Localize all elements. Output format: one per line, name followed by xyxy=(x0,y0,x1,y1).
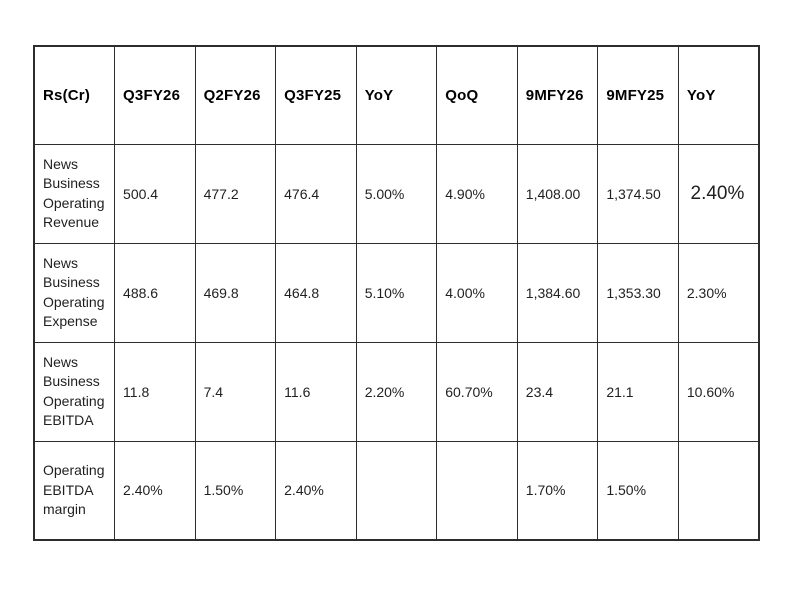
table-cell: 464.8 xyxy=(275,242,357,343)
table-cell: 488.6 xyxy=(114,242,196,343)
column-header-q3fy26: Q3FY26 xyxy=(114,45,196,145)
financial-results-table: Rs(Cr) Q3FY26 Q2FY26 Q3FY25 YoY QoQ 9MFY… xyxy=(33,45,760,541)
column-header-q2fy26: Q2FY26 xyxy=(194,45,277,145)
table-row-operating-ebitda: News Business Operating EBITDA 11.8 7.4 … xyxy=(33,341,760,442)
table-cell: 500.4 xyxy=(114,143,196,244)
table-cell: 23.4 xyxy=(516,341,599,442)
table-cell xyxy=(436,440,518,541)
table-row-operating-expense: News Business Operating Expense 488.6 46… xyxy=(33,242,760,343)
table-cell: 2.20% xyxy=(355,341,438,442)
table-cell: 2.40% xyxy=(275,440,357,541)
column-header-rs-cr: Rs(Cr) xyxy=(33,45,116,145)
column-header-yoy: YoY xyxy=(355,45,438,145)
row-label: News Business Operating Revenue xyxy=(33,143,116,244)
table-cell: 7.4 xyxy=(194,341,277,442)
row-label: Operating EBITDA margin xyxy=(33,440,116,541)
table-cell: 4.90% xyxy=(436,143,518,244)
table-cell: 5.00% xyxy=(355,143,438,244)
table-cell: 11.8 xyxy=(114,341,196,442)
table-cell: 1,353.30 xyxy=(597,242,679,343)
column-header-9mfy25: 9MFY25 xyxy=(597,45,679,145)
row-label: News Business Operating EBITDA xyxy=(33,341,116,442)
table-cell: 476.4 xyxy=(275,143,357,244)
column-header-qoq: QoQ xyxy=(436,45,518,145)
table-cell: 4.00% xyxy=(436,242,518,343)
table-cell: 469.8 xyxy=(194,242,277,343)
table-cell: 1.50% xyxy=(597,440,679,541)
table-cell: 5.10% xyxy=(355,242,438,343)
column-header-yoy-9m: YoY xyxy=(677,45,760,145)
table-cell: 11.6 xyxy=(275,341,357,442)
column-header-9mfy26: 9MFY26 xyxy=(516,45,599,145)
header-row: Rs(Cr) Q3FY26 Q2FY26 Q3FY25 YoY QoQ 9MFY… xyxy=(33,45,760,145)
row-label: News Business Operating Expense xyxy=(33,242,116,343)
table-cell: 2.30% xyxy=(677,242,760,343)
table-cell: 2.40% xyxy=(114,440,196,541)
table-cell: 1.50% xyxy=(194,440,277,541)
table-row-operating-revenue: News Business Operating Revenue 500.4 47… xyxy=(33,143,760,244)
table-cell: 10.60% xyxy=(677,341,760,442)
table-cell: 2.40% xyxy=(677,143,760,244)
table-row-ebitda-margin: Operating EBITDA margin 2.40% 1.50% 2.40… xyxy=(33,440,760,541)
table-cell xyxy=(677,440,760,541)
table-cell: 1,374.50 xyxy=(597,143,679,244)
table-cell: 1,384.60 xyxy=(516,242,599,343)
table-cell: 1,408.00 xyxy=(516,143,599,244)
table-cell: 1.70% xyxy=(516,440,599,541)
column-header-q3fy25: Q3FY25 xyxy=(275,45,357,145)
table-cell: 477.2 xyxy=(194,143,277,244)
table-cell: 21.1 xyxy=(597,341,679,442)
table-cell xyxy=(355,440,438,541)
table-cell: 60.70% xyxy=(436,341,518,442)
